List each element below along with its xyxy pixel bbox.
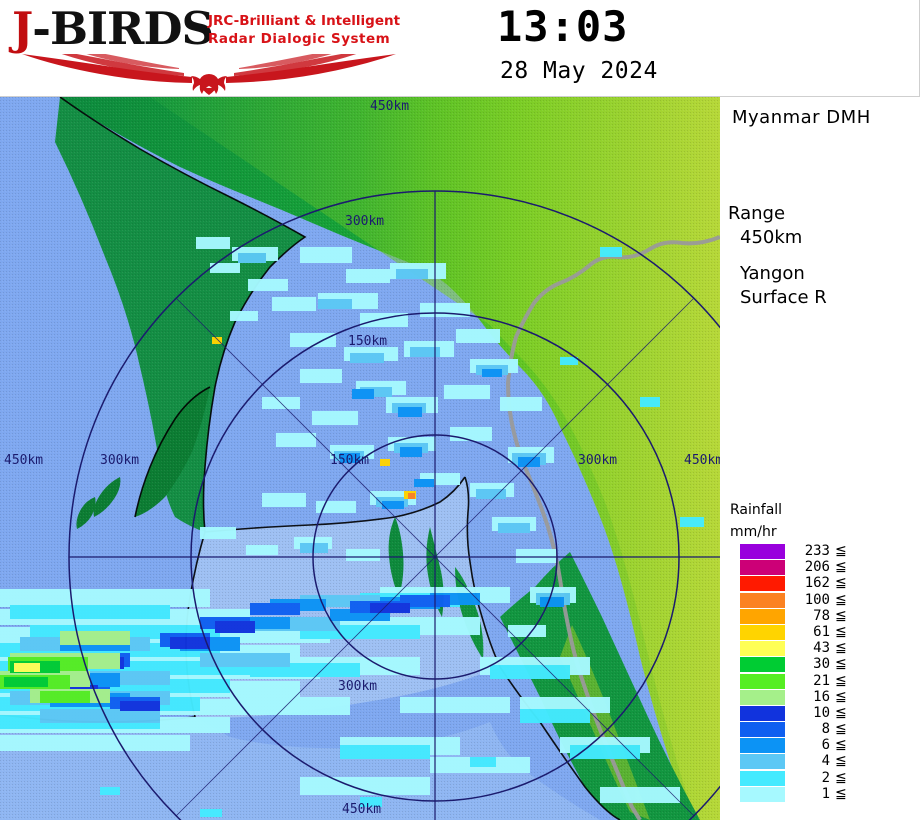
legend-value: 30: [813, 656, 830, 673]
range-value: 450km: [740, 227, 803, 248]
app-header: J-BIRDS JRC-Brilliant & Intelligent Rada…: [0, 0, 920, 97]
legend-color-swatch: [740, 657, 785, 673]
eagle-logo-icon: [22, 54, 396, 95]
legend-value: 61: [813, 623, 830, 640]
legend-row: 4 ≦: [720, 753, 920, 770]
clock-time: 13:03: [497, 2, 629, 51]
legend-row: 8 ≦: [720, 721, 920, 738]
legend-row: 6 ≦: [720, 737, 920, 754]
legend-value: 6: [821, 737, 830, 754]
legend-row: 78 ≦: [720, 607, 920, 625]
legend-value: 233: [804, 543, 830, 559]
legend-operator: ≦: [835, 559, 847, 576]
legend-row: 30 ≦: [720, 656, 920, 673]
legend-operator: ≦: [835, 769, 847, 786]
range-label: Range: [728, 203, 786, 224]
legend-unit: mm/hr: [730, 524, 777, 540]
legend-color-swatch: [740, 560, 785, 576]
legend-operator: ≦: [835, 543, 847, 559]
legend-value: 162: [804, 575, 830, 592]
legend-value: 2: [821, 769, 830, 786]
ring-label: 450km: [370, 99, 409, 114]
legend-operator: ≦: [835, 688, 847, 705]
legend-color-swatch: [740, 673, 785, 689]
ring-label: 450km: [4, 453, 43, 468]
legend-operator: ≦: [835, 721, 847, 738]
legend-title: Rainfall: [730, 502, 783, 518]
legend-row: 100 ≦: [720, 591, 920, 609]
range-ring-labels: 450km 300km 150km 300km 450km 450km 300k…: [4, 99, 720, 817]
legend-row: 10 ≦: [720, 704, 920, 722]
legend-operator: ≦: [835, 737, 847, 754]
logo-tagline-line1: JRC-Brilliant & Intelligent: [208, 13, 401, 29]
legend-row: 61 ≦: [720, 623, 920, 641]
ring-label: 150km: [348, 334, 387, 349]
legend-operator: ≦: [835, 623, 847, 640]
legend-color-swatch: [740, 786, 785, 802]
legend-scale-rows: 233 ≦ 206 ≦ 162 ≦ 100 ≦ 78 ≦ 61 ≦ 43 ≦ 30 ≦ 21 ≦ 16 ≦ 10 ≦ 8 ≦ 6…: [720, 543, 920, 803]
legend-row: 206 ≦: [720, 559, 920, 576]
legend-color-swatch: [740, 592, 785, 608]
logo-rest: -BIRDS: [32, 2, 214, 55]
legend-row: 21 ≦: [720, 672, 920, 690]
legend-color-swatch: [740, 544, 785, 559]
info-side-panel: Myanmar DMH Range 450km Yangon Surface R…: [720, 97, 920, 820]
legend-row: 2 ≦: [720, 769, 920, 787]
legend-value: 10: [813, 704, 830, 721]
legend-color-swatch: [740, 770, 785, 786]
ring-label: 300km: [100, 453, 139, 468]
legend-operator: ≦: [835, 640, 847, 657]
ring-label: 300km: [345, 214, 384, 229]
radar-site-label: Yangon: [740, 263, 805, 284]
radar-map-display[interactable]: 450km 300km 150km 300km 450km 450km 300k…: [0, 97, 720, 820]
legend-value: 78: [813, 607, 830, 624]
logo-tagline: JRC-Brilliant & Intelligent Radar Dialog…: [208, 12, 408, 48]
legend-operator: ≦: [835, 785, 847, 802]
ring-label: 450km: [684, 453, 720, 468]
ring-label: 150km: [330, 453, 369, 468]
legend-row: 16 ≦: [720, 688, 920, 706]
legend-value: 4: [821, 753, 830, 770]
jbirds-logo: J-BIRDS JRC-Brilliant & Intelligent Rada…: [4, 2, 404, 95]
legend-value: 16: [813, 688, 830, 705]
legend-operator: ≦: [835, 672, 847, 689]
legend-value: 8: [821, 721, 830, 738]
legend-operator: ≦: [835, 591, 847, 608]
legend-color-swatch: [740, 576, 785, 592]
legend-color-swatch: [740, 624, 785, 640]
legend-value: 1: [821, 785, 830, 802]
legend-color-swatch: [740, 754, 785, 770]
legend-color-swatch: [740, 689, 785, 705]
legend-value: 206: [804, 559, 830, 576]
legend-color-swatch: [740, 705, 785, 721]
product-label: Surface R: [740, 287, 827, 308]
legend-row: 43 ≦: [720, 640, 920, 657]
legend-value: 21: [813, 672, 830, 689]
ring-label: 300km: [578, 453, 617, 468]
legend-value: 43: [813, 640, 830, 657]
legend-operator: ≦: [835, 704, 847, 721]
logo-wordmark: J-BIRDS: [12, 2, 214, 55]
legend-color-swatch: [740, 608, 785, 624]
legend-operator: ≦: [835, 753, 847, 770]
legend-color-swatch: [740, 641, 785, 657]
legend-operator: ≦: [835, 575, 847, 592]
legend-row: 162 ≦: [720, 575, 920, 592]
legend-row: 233 ≦: [720, 543, 920, 560]
legend-value: 100: [804, 591, 830, 608]
logo-tagline-line2: Radar Dialogic System: [208, 31, 391, 47]
logo-initial: J: [12, 2, 33, 55]
legend-operator: ≦: [835, 607, 847, 624]
legend-operator: ≦: [835, 656, 847, 673]
legend-row: 1 ≦: [720, 785, 920, 803]
legend-color-swatch: [740, 722, 785, 738]
legend-color-swatch: [740, 738, 785, 754]
clock-date: 28 May 2024: [500, 58, 658, 84]
radar-map-canvas: [0, 97, 720, 820]
ring-label: 300km: [338, 679, 377, 694]
agency-label: Myanmar DMH: [732, 107, 871, 128]
ring-label: 450km: [342, 802, 381, 817]
